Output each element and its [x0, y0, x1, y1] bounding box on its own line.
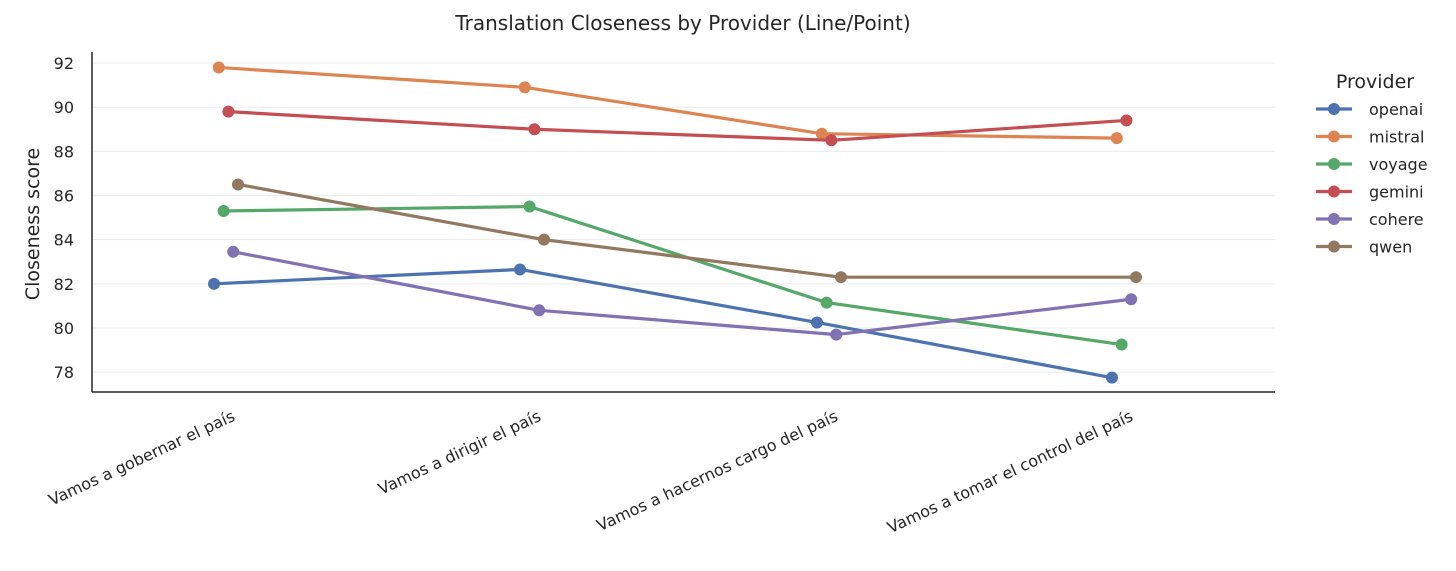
data-point-mistral [518, 81, 531, 94]
data-point-cohere [227, 245, 240, 258]
data-point-gemini [825, 134, 838, 147]
x-axis-ticks: Vamos a gobernar el país Vamos a dirigir … [46, 406, 1136, 537]
series-line-mistral [217, 65, 1119, 140]
x-tick-label: Vamos a gobernar el país [46, 406, 238, 509]
data-point-qwen [1130, 271, 1142, 284]
legend-marker-openai [1328, 103, 1340, 115]
data-point-voyage [217, 204, 230, 217]
gridlines [92, 62, 1275, 373]
data-point-openai [514, 263, 526, 276]
legend-label: cohere [1369, 210, 1424, 229]
series-line-gemini [226, 110, 1129, 142]
legend-label: mistral [1369, 128, 1424, 147]
data-point-qwen [538, 233, 550, 246]
data-point-openai [1106, 371, 1118, 384]
series-gemini [222, 105, 1133, 147]
x-tick-label: Vamos a dirigir el país [375, 406, 544, 498]
data-point-voyage [820, 296, 833, 309]
y-tick-label: 92 [54, 54, 74, 73]
legend-label: openai [1369, 100, 1423, 119]
chart-title: Translation Closeness by Provider (Line/… [454, 11, 910, 35]
legend-marker-qwen [1328, 240, 1340, 253]
series-mistral [212, 61, 1123, 145]
data-point-voyage [523, 200, 536, 213]
legend-marker-cohere [1328, 213, 1340, 225]
data-point-gemini [1120, 114, 1133, 127]
series-cohere [227, 245, 1138, 341]
y-tick-label: 80 [54, 319, 74, 338]
series-group [208, 61, 1142, 384]
legend-item-mistral: mistral [1316, 128, 1424, 147]
series-qwen [232, 178, 1142, 284]
series-line-qwen [236, 182, 1138, 279]
data-point-openai [811, 316, 823, 329]
x-tick-label: Vamos a hacernos cargo del país [594, 406, 841, 535]
legend: Provider openai mistral voyage gemini cohere… [1316, 71, 1428, 257]
legend-label: voyage [1369, 155, 1428, 174]
data-point-qwen [232, 178, 244, 191]
legend-item-qwen: qwen [1316, 238, 1412, 257]
data-point-openai [208, 277, 220, 290]
y-axis-label: Closeness score [22, 148, 44, 300]
y-tick-label: 84 [54, 231, 74, 250]
legend-item-cohere: cohere [1316, 210, 1424, 229]
legend-label: qwen [1369, 238, 1412, 257]
data-point-cohere [830, 328, 843, 341]
data-point-voyage [1115, 338, 1128, 351]
y-axis-ticks: 78 80 82 84 86 88 90 92 [54, 54, 74, 382]
x-tick-label: Vamos a tomar el control del país [884, 406, 1135, 537]
data-point-mistral [815, 127, 828, 140]
data-point-mistral [212, 61, 225, 74]
legend-item-voyage: voyage [1316, 155, 1428, 174]
legend-item-gemini: gemini [1316, 183, 1424, 202]
legend-marker-mistral [1328, 130, 1340, 143]
y-tick-label: 78 [54, 363, 74, 382]
legend-item-openai: openai [1316, 100, 1423, 119]
data-point-mistral [1110, 132, 1123, 145]
data-point-cohere [533, 304, 546, 317]
series-line-cohere [231, 250, 1133, 337]
legend-label: gemini [1369, 183, 1424, 202]
legend-marker-gemini [1328, 185, 1340, 198]
data-point-cohere [1125, 293, 1138, 306]
data-point-gemini [222, 105, 235, 118]
legend-title: Provider [1336, 71, 1414, 93]
data-point-qwen [835, 271, 847, 284]
legend-marker-voyage [1328, 158, 1340, 170]
y-tick-label: 90 [54, 98, 74, 117]
y-tick-label: 88 [54, 142, 74, 161]
y-tick-label: 82 [54, 275, 74, 294]
data-point-gemini [528, 123, 541, 136]
y-tick-label: 86 [54, 187, 74, 206]
